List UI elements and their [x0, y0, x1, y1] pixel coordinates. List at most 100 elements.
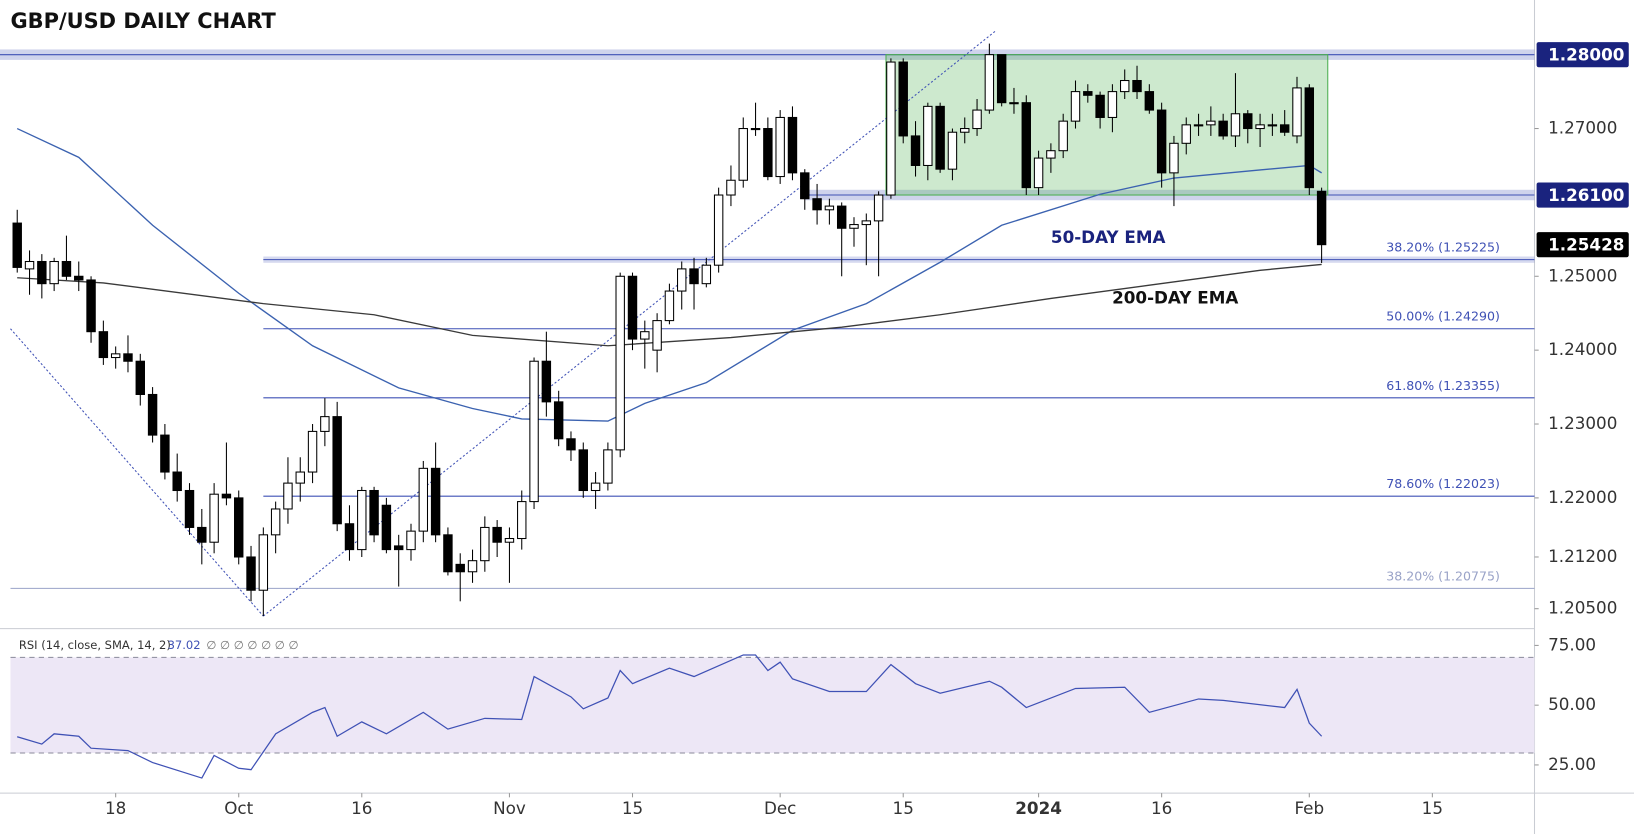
- candle-body: [1181, 124, 1191, 144]
- candle-body: [984, 54, 995, 111]
- y-tick-label: 1.20500: [1548, 598, 1617, 618]
- rsi-status: ∅ ∅ ∅ ∅ ∅ ∅ ∅: [206, 638, 298, 652]
- candle-body: [541, 360, 552, 403]
- plot-layer: 38.20% (1.25225) 50.00% (1.24290) 61.80% (…: [0, 30, 1629, 818]
- rsi-band: [10, 657, 1535, 753]
- candle-body: [1132, 79, 1142, 93]
- candle-body: [923, 105, 933, 166]
- candle-body: [86, 279, 96, 333]
- candle-body: [861, 220, 872, 226]
- candle-body: [529, 360, 539, 503]
- rsi-y-tick-label: 50.00: [1548, 694, 1596, 714]
- candle-body: [553, 401, 564, 440]
- x-tick-label: Nov: [493, 798, 526, 818]
- candle-body: [381, 504, 392, 551]
- candle-body: [603, 449, 613, 484]
- candle-body: [160, 434, 170, 473]
- candle-body: [1083, 91, 1093, 96]
- candle-body: [49, 260, 59, 285]
- candle-body: [443, 534, 453, 573]
- fib-label: 38.20% (1.25225): [1386, 240, 1500, 255]
- candle-body: [972, 109, 982, 130]
- y-tick-label: 1.25000: [1548, 265, 1617, 285]
- candle-body: [689, 268, 699, 285]
- candle-body: [357, 489, 367, 551]
- candle-body: [812, 198, 822, 211]
- candle-body: [1120, 79, 1130, 93]
- x-tick-label: Dec: [764, 798, 796, 818]
- price-badge: [1536, 182, 1629, 208]
- candle-body: [1021, 102, 1031, 189]
- candle-body: [37, 260, 47, 285]
- ema-label: 50-DAY EMA: [1051, 227, 1166, 247]
- candle-body: [824, 205, 835, 211]
- candle-body: [110, 353, 121, 359]
- fib-label: 50.00% (1.24290): [1386, 309, 1500, 324]
- candle-body: [234, 497, 244, 558]
- candle-body: [455, 563, 465, 573]
- candle-body: [996, 54, 1007, 104]
- candle-body: [1292, 87, 1302, 137]
- candle-body: [1095, 94, 1105, 118]
- candle-body: [332, 416, 342, 525]
- candle-body: [1304, 87, 1315, 189]
- x-tick-label: 16: [351, 798, 372, 818]
- candle-body: [1156, 109, 1167, 174]
- candle-body: [406, 530, 416, 551]
- candle-body: [652, 320, 662, 351]
- rsi-value: 37.02: [168, 638, 201, 652]
- ema-line: [17, 263, 1322, 347]
- rsi-title: RSI (14, close, SMA, 14, 2): [19, 638, 171, 652]
- candle-body: [836, 205, 847, 229]
- candle-body: [775, 116, 785, 178]
- y-tick-label: 1.22000: [1548, 487, 1617, 507]
- candle-body: [61, 260, 72, 277]
- candle-body: [935, 105, 945, 170]
- y-tick-label: 1.23000: [1548, 413, 1617, 433]
- candle-body: [221, 493, 232, 499]
- candle-body: [123, 353, 133, 362]
- candle-body: [1206, 120, 1216, 126]
- rsi-line: [16, 654, 1323, 779]
- candle-body: [1243, 113, 1253, 130]
- fib-connector: [10, 328, 264, 617]
- candle-body: [787, 116, 798, 174]
- candle-body: [307, 430, 318, 473]
- candle-body: [246, 556, 256, 591]
- candle-body: [1058, 120, 1068, 152]
- candle-body: [344, 523, 355, 551]
- chart-title: GBP/USD DAILY CHART: [10, 9, 276, 33]
- candle-body: [209, 493, 219, 543]
- candle-body: [369, 489, 379, 536]
- candle-body: [1218, 120, 1228, 137]
- price-badge: [1536, 42, 1629, 68]
- price-badge: [1536, 232, 1629, 258]
- candle-body: [430, 467, 441, 536]
- candle-body: [1267, 124, 1278, 127]
- fib-label: 38.20% (1.20775): [1386, 568, 1500, 583]
- candle-body: [492, 526, 502, 543]
- candle-body: [960, 128, 970, 133]
- candle-body: [701, 264, 712, 285]
- x-tick-label: 15: [622, 798, 643, 818]
- candle-body: [873, 194, 884, 222]
- x-tick-label: 15: [893, 798, 914, 818]
- candle-body: [1033, 157, 1044, 189]
- candle-body: [1070, 91, 1081, 122]
- candle-body: [910, 135, 921, 166]
- candle-body: [726, 179, 736, 196]
- y-tick-label: 1.27000: [1548, 118, 1617, 138]
- candle-body: [320, 416, 330, 432]
- candle-body: [947, 131, 958, 170]
- rsi-y-tick-label: 75.00: [1548, 634, 1596, 654]
- candle-body: [1316, 190, 1327, 246]
- candle-body: [197, 526, 207, 543]
- candle-body: [1009, 102, 1019, 105]
- candle-body: [590, 482, 601, 492]
- candle-body: [172, 471, 182, 492]
- candle-body: [480, 526, 490, 562]
- price-badge-label: 1.28000: [1548, 45, 1624, 65]
- ema-label: 200-DAY EMA: [1112, 288, 1238, 308]
- candle-body: [74, 275, 84, 281]
